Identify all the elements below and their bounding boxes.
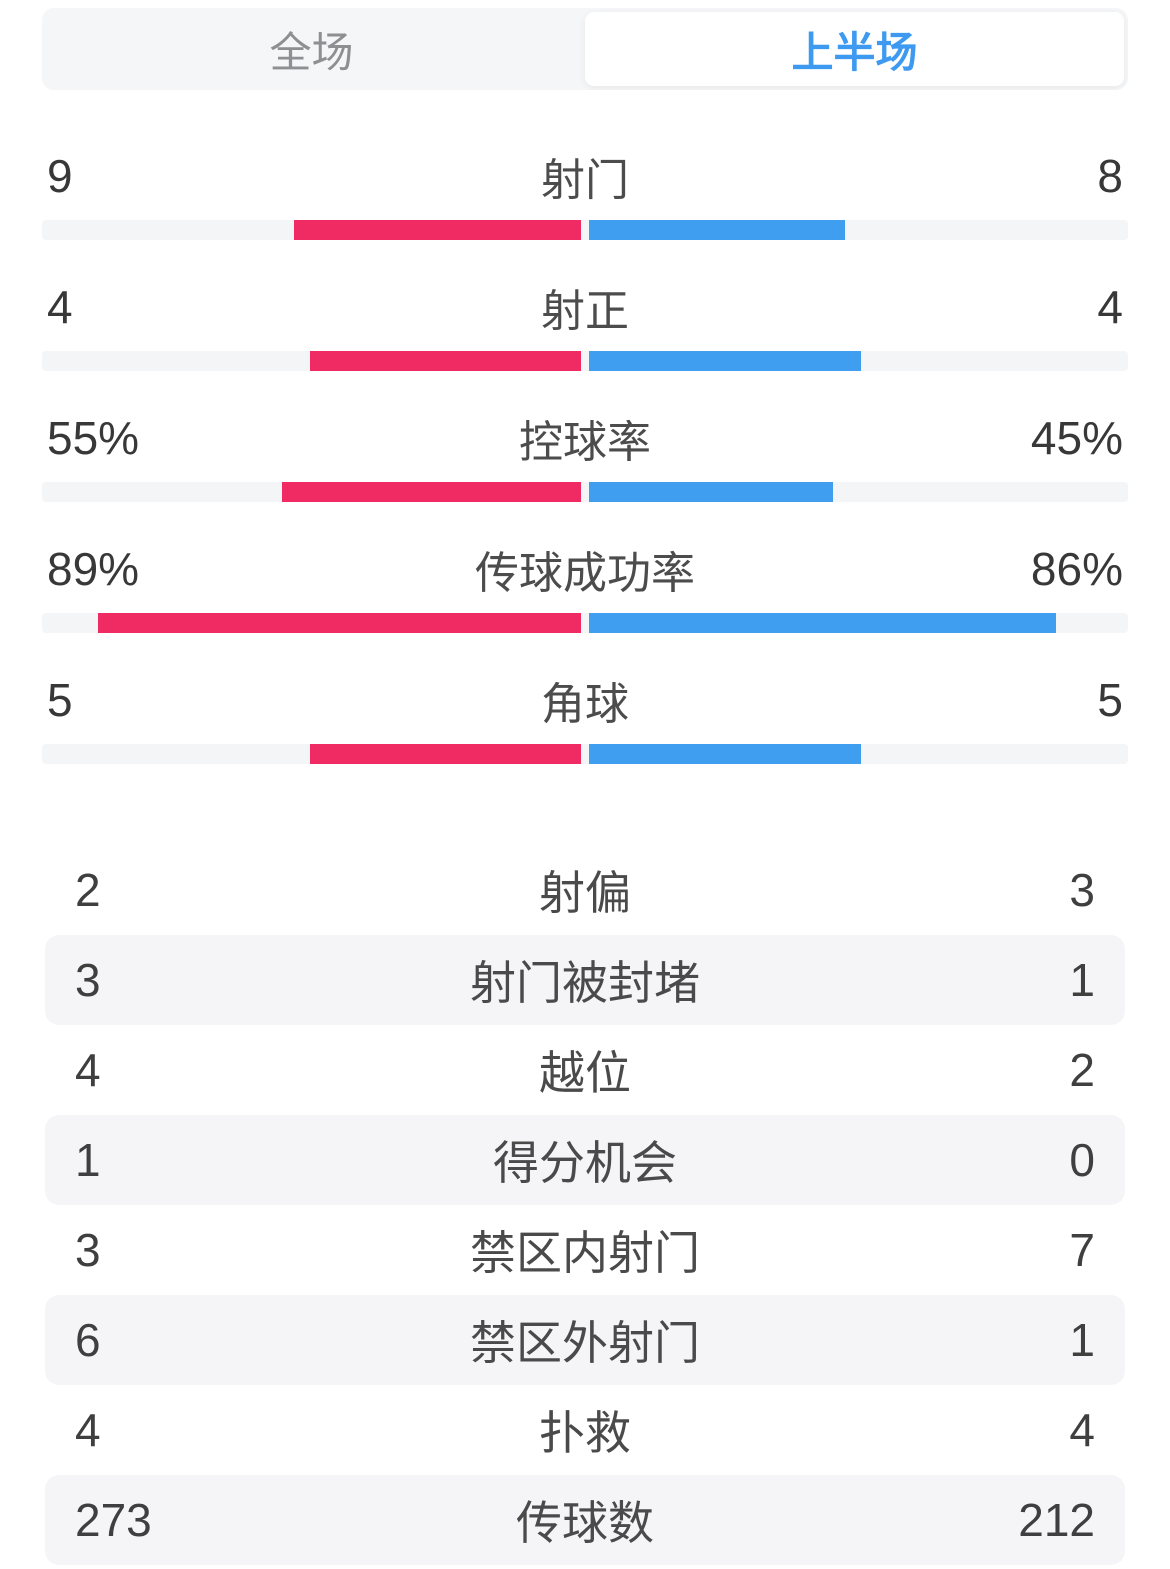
bar-track [42,220,1128,240]
away-value: 86% [1030,543,1123,595]
stat-label: 禁区内射门 [470,1227,700,1279]
stat-row-possession: 55% 控球率 45% [42,402,1128,533]
away-bar [589,351,861,371]
home-value: 89% [47,543,140,595]
home-value: 9 [47,150,73,202]
away-value: 212 [1018,1494,1095,1546]
home-bar [97,613,581,633]
home-value: 1 [75,1134,101,1186]
stat-label: 禁区外射门 [470,1317,700,1369]
stat-label: 传球数 [516,1497,654,1549]
stat-label: 射正 [541,287,629,336]
away-value: 1 [1069,954,1095,1006]
home-value: 2 [75,864,101,916]
bar-track [42,351,1128,371]
home-value: 4 [47,281,73,333]
away-value: 5 [1097,674,1123,726]
stat-label: 射门被封堵 [470,957,700,1009]
bar-track [42,482,1128,502]
away-bar [589,482,834,502]
away-value: 4 [1097,281,1123,333]
home-value: 273 [75,1494,152,1546]
list-row-shots-inside-box: 3 禁区内射门 7 [45,1205,1125,1295]
home-value: 5 [47,674,73,726]
away-value: 4 [1069,1404,1095,1456]
bar-stats-section: 9 射门 8 4 射正 4 55% 控球率 45% [42,140,1128,795]
list-stats-section: 2 射偏 3 3 射门被封堵 1 4 越位 2 1 得分机会 0 3 禁区内射门… [45,845,1125,1565]
away-value: 1 [1069,1314,1095,1366]
stat-row-shots: 9 射门 8 [42,140,1128,271]
bar-track [42,613,1128,633]
away-value: 8 [1097,150,1123,202]
home-bar [293,220,581,240]
away-bar [589,744,861,764]
stat-row-pass-accuracy: 89% 传球成功率 86% [42,533,1128,664]
list-row-passes: 273 传球数 212 [45,1475,1125,1565]
tab-full-match-label: 全场 [269,28,354,76]
home-value: 3 [75,954,101,1006]
home-bar [282,482,581,502]
home-bar [309,744,581,764]
away-value: 0 [1069,1134,1095,1186]
stat-label: 扑救 [539,1407,631,1459]
period-tab-bar: 全场 上半场 [42,8,1128,90]
stat-row-corners: 5 角球 5 [42,664,1128,795]
stat-label: 角球 [541,680,629,729]
stat-label: 控球率 [519,418,651,467]
home-value: 55% [47,412,140,464]
list-row-offsides: 4 越位 2 [45,1025,1125,1115]
list-row-missed-shots: 2 射偏 3 [45,845,1125,935]
home-bar [309,351,581,371]
away-value: 45% [1030,412,1123,464]
list-row-blocked-shots: 3 射门被封堵 1 [45,935,1125,1025]
list-row-shots-outside-box: 6 禁区外射门 1 [45,1295,1125,1385]
tab-first-half-label: 上半场 [791,28,918,76]
away-value: 2 [1069,1044,1095,1096]
away-value: 3 [1069,864,1095,916]
stat-label: 射偏 [539,867,631,919]
away-bar [589,613,1056,633]
tab-full-match[interactable]: 全场 [42,8,581,90]
home-value: 6 [75,1314,101,1366]
list-row-saves: 4 扑救 4 [45,1385,1125,1475]
stat-label: 射门 [541,156,629,205]
home-value: 4 [75,1044,101,1096]
stat-label: 越位 [539,1047,631,1099]
bar-track [42,744,1128,764]
stat-label: 得分机会 [493,1137,677,1189]
stat-label: 传球成功率 [475,549,695,598]
list-row-big-chances: 1 得分机会 0 [45,1115,1125,1205]
home-value: 3 [75,1224,101,1276]
away-value: 7 [1069,1224,1095,1276]
home-value: 4 [75,1404,101,1456]
tab-first-half[interactable]: 上半场 [585,12,1124,86]
stat-row-shots-on-target: 4 射正 4 [42,271,1128,402]
away-bar [589,220,845,240]
